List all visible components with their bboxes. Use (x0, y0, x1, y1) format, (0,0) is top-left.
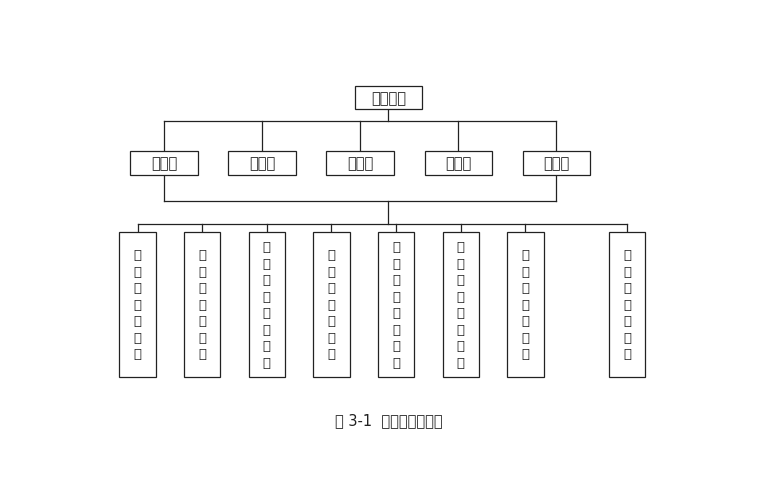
FancyBboxPatch shape (313, 232, 349, 377)
Text: 室
内
装
饰
施
工
队: 室 内 装 饰 施 工 队 (623, 249, 631, 361)
FancyBboxPatch shape (130, 152, 198, 175)
FancyBboxPatch shape (507, 232, 543, 377)
Text: 工程室: 工程室 (543, 156, 569, 171)
Text: 中
安
消
防
分
包
单
位: 中 安 消 防 分 包 单 位 (263, 241, 271, 369)
Text: 财务室: 财务室 (445, 156, 471, 171)
FancyBboxPatch shape (523, 152, 590, 175)
Text: 裙
楼
外
装
分
包
单
位: 裙 楼 外 装 分 包 单 位 (392, 241, 400, 369)
FancyBboxPatch shape (327, 152, 394, 175)
FancyBboxPatch shape (120, 232, 156, 377)
FancyBboxPatch shape (249, 232, 285, 377)
Text: 屋
面
工
程
施
工
队: 屋 面 工 程 施 工 队 (522, 249, 529, 361)
Text: 电
梯
安
装
施
工
队: 电 梯 安 装 施 工 队 (133, 249, 142, 361)
FancyBboxPatch shape (609, 232, 645, 377)
Text: 预算室: 预算室 (249, 156, 275, 171)
FancyBboxPatch shape (355, 86, 422, 110)
FancyBboxPatch shape (378, 232, 415, 377)
Text: 电
气
安
装
施
工
队: 电 气 安 装 施 工 队 (199, 249, 206, 361)
Text: 主
楼
外
装
分
包
单
位: 主 楼 外 装 分 包 单 位 (457, 241, 465, 369)
FancyBboxPatch shape (443, 232, 479, 377)
FancyBboxPatch shape (228, 152, 296, 175)
Text: 设
备
安
装
施
工
队: 设 备 安 装 施 工 队 (327, 249, 336, 361)
Text: 材料室: 材料室 (347, 156, 374, 171)
FancyBboxPatch shape (184, 232, 221, 377)
Text: 技术室: 技术室 (151, 156, 177, 171)
FancyBboxPatch shape (424, 152, 492, 175)
Text: 项目经理: 项目经理 (371, 91, 406, 105)
Text: 图 3-1  项目组织体系图: 图 3-1 项目组织体系图 (335, 412, 442, 427)
